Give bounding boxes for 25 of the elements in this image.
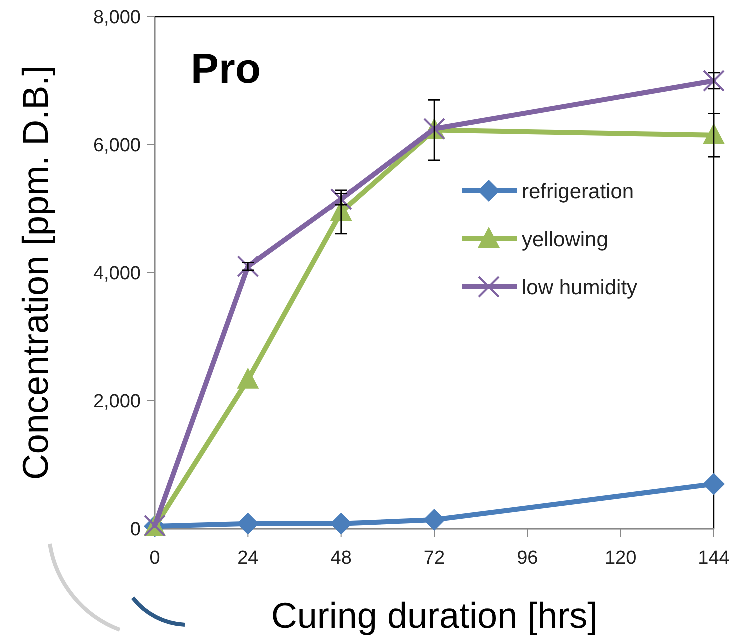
point	[703, 473, 725, 496]
point	[424, 509, 446, 532]
y-axis-title: Concentration [ppm. D.B.]	[15, 66, 56, 480]
point	[330, 188, 352, 210]
legend-label: refrigeration	[522, 180, 634, 204]
point	[237, 368, 260, 389]
text: Pro	[191, 45, 262, 92]
y-tick-label: 2,000	[93, 392, 141, 413]
point	[237, 256, 260, 278]
x-tick-label: 144	[698, 548, 730, 569]
x-tick-label: 96	[517, 548, 538, 569]
x-axis-title: Curing duration [hrs]	[271, 595, 598, 636]
x-tick-label: 48	[330, 548, 352, 569]
x-tick-label: 0	[150, 548, 160, 569]
y-tick-label: 0	[130, 520, 141, 541]
x-tick-label: 24	[238, 548, 260, 569]
point	[703, 123, 725, 144]
legend-label: low humidity	[522, 276, 638, 300]
x-tick-label: 120	[604, 548, 637, 569]
y-tick-label: 8,000	[93, 8, 141, 29]
x-tick-label: 72	[424, 548, 446, 569]
y-tick-label: 6,000	[93, 136, 141, 157]
legend-label: yellowing	[522, 228, 608, 252]
y-tick-label: 4,000	[93, 264, 141, 285]
point	[703, 70, 725, 92]
